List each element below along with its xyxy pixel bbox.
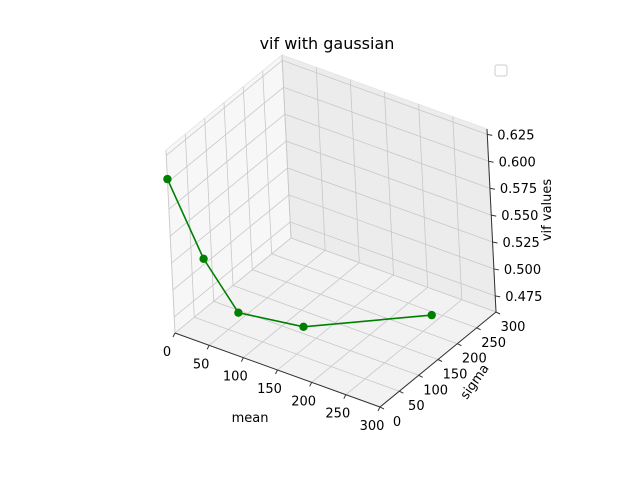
y-tick: [399, 390, 404, 394]
x-tick: [275, 369, 278, 375]
data-point: [163, 174, 172, 184]
z-tick-label: 0.525: [503, 236, 540, 251]
y-tick-label: 50: [408, 399, 425, 414]
gridline-y: [223, 102, 439, 360]
gridline-y: [262, 70, 477, 329]
x-tick: [172, 332, 176, 338]
x-tick: [240, 357, 244, 362]
x-tick: [206, 345, 210, 350]
gridline-z: [168, 113, 491, 210]
y-tick: [457, 343, 462, 347]
gridline-y: [184, 134, 400, 392]
legend-box: [494, 64, 508, 77]
y-tick-label: 300: [501, 320, 526, 335]
data-point: [234, 308, 243, 317]
gridline-y: [281, 54, 497, 313]
series-group: [163, 174, 436, 331]
gridline-z: [172, 194, 495, 291]
z-tick-label: 0.475: [505, 290, 542, 305]
y-tick-label: 150: [443, 368, 468, 383]
z-tick-label: 0.625: [497, 128, 534, 143]
x-tick-label: 0: [163, 345, 171, 360]
x-tick-label: 100: [223, 370, 248, 385]
z-tick: [487, 133, 493, 136]
gridline-y: [204, 118, 419, 376]
z-tick-label: 0.575: [500, 182, 537, 197]
x-tick-label: 50: [193, 357, 210, 372]
gridline-z: [169, 140, 492, 237]
axes-panes: [165, 53, 497, 408]
data-point: [199, 254, 208, 263]
gridline-z: [167, 86, 489, 183]
gridline-z: [166, 59, 488, 156]
y-tick-label: 0: [393, 415, 401, 430]
z-tick: [492, 241, 498, 244]
y-tick: [379, 406, 385, 410]
z-tick: [489, 187, 496, 190]
z-tick-label: 0.550: [501, 209, 538, 224]
gridline-z: [173, 221, 496, 318]
y-tick-label: 250: [481, 336, 506, 351]
z-tick: [491, 214, 497, 217]
data-point: [427, 310, 436, 320]
gridline-z: [171, 167, 493, 264]
x-tick-label: 150: [257, 382, 282, 397]
z-tick: [493, 268, 499, 271]
y-tick-label: 100: [423, 383, 448, 398]
x-tick-label: 250: [325, 407, 350, 422]
x-tick-label: 200: [291, 394, 316, 409]
x-tick: [377, 406, 381, 412]
x-tick-label: 300: [360, 419, 385, 434]
y-tick-label: 200: [462, 352, 487, 367]
z-tick: [488, 160, 494, 163]
y-tick: [418, 374, 423, 378]
x-tick: [309, 382, 313, 387]
z-tick: [495, 295, 501, 298]
z-axis-line: [486, 128, 497, 313]
y-tick: [437, 359, 443, 362]
z-tick-label: 0.600: [499, 155, 536, 170]
x-axis-label: mean: [232, 411, 269, 426]
y-tick: [476, 327, 481, 331]
z-axis-label: vif values: [540, 179, 555, 242]
x-tick: [343, 394, 347, 399]
y-tick: [495, 311, 501, 315]
z-tick-label: 0.500: [504, 263, 541, 278]
data-point: [299, 322, 308, 331]
chart-title: vif with gaussian: [260, 34, 395, 53]
